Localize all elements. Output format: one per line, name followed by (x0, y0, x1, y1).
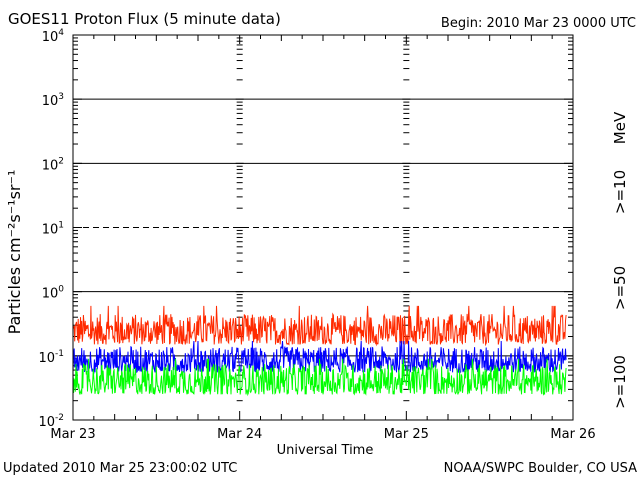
series-line (72, 305, 567, 347)
y-tick-labels: 10-2 10-1 100 101 102 103 104 (38, 28, 64, 430)
updated-timestamp: Updated 2010 Mar 25 23:00:02 UTC (3, 461, 238, 476)
y-tick-label: 102 (42, 156, 64, 173)
y-tick-label: 103 (42, 92, 64, 109)
y-tick-label: 101 (42, 221, 64, 238)
series-line (72, 358, 567, 397)
credit-text: NOAA/SWPC Boulder, CO USA (443, 461, 637, 476)
plot-frame (72, 34, 574, 421)
y-tick-label: 100 (42, 285, 65, 302)
x-tick-label: Mar 24 (217, 427, 262, 442)
begin-time-label: Begin: 2010 Mar 23 0000 UTC (441, 16, 636, 31)
series-group (72, 305, 567, 397)
y-tick-label: 10-1 (38, 349, 64, 366)
y-tick-label: 104 (42, 28, 65, 45)
x-tick-labels: Mar 23 Mar 24 Mar 25 Mar 26 (50, 427, 595, 442)
x-tick-label: Mar 26 (550, 427, 595, 442)
y-tick-label: 10-2 (38, 413, 64, 430)
series-label: >=10 (611, 170, 629, 214)
x-tick-label: Mar 25 (384, 427, 429, 442)
y-axis-label: Particles cm⁻²s⁻¹sr⁻¹ (5, 170, 24, 335)
x-tick-label: Mar 23 (50, 427, 95, 442)
chart-title: GOES11 Proton Flux (5 minute data) (8, 10, 281, 28)
series-label: >=50 (611, 266, 629, 310)
plot-grid (72, 34, 574, 421)
series-legend: MeV >=10 >=50 >=100 (611, 111, 629, 409)
series-label: >=100 (611, 355, 629, 409)
x-axis-label: Universal Time (277, 443, 374, 458)
energy-unit-label: MeV (611, 111, 629, 144)
